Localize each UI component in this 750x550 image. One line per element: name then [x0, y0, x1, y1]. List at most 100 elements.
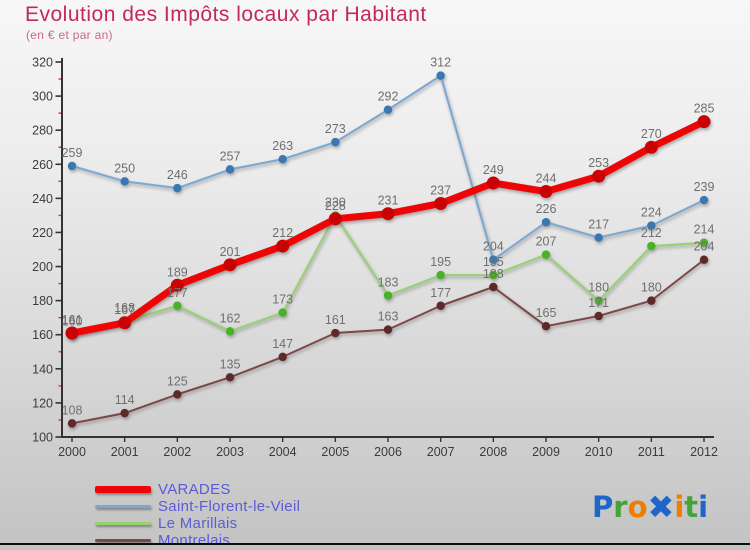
value-label: 180	[588, 281, 609, 295]
y-tick-label: 180	[32, 294, 53, 308]
series-saint-florent-le-vieil	[67, 71, 709, 264]
x-tick-label: 2009	[532, 445, 560, 459]
value-label: 165	[536, 306, 557, 320]
data-point	[120, 177, 129, 186]
axes: 100 120 140 160 180 200 220 240 260 280 300 320 2000…	[32, 56, 718, 460]
y-tick-label: 220	[32, 226, 53, 240]
data-point	[697, 115, 711, 129]
data-point	[383, 105, 393, 114]
page-title: Evolution des Impôts locaux par Habitant	[25, 3, 427, 26]
value-label: 257	[220, 149, 241, 163]
data-point	[173, 390, 182, 399]
value-label: 160	[62, 315, 83, 329]
y-tick-label: 300	[32, 90, 53, 104]
x-tick-label: 2004	[269, 445, 297, 459]
data-point	[328, 212, 342, 226]
legend-label: Montrelais	[158, 532, 231, 549]
value-label: 273	[325, 122, 346, 136]
data-point	[383, 325, 393, 334]
x-tick-label: 2000	[58, 445, 86, 459]
x-tick-label: 2012	[690, 445, 718, 459]
value-label: 177	[430, 286, 451, 300]
data-point	[699, 195, 709, 205]
data-point	[225, 327, 235, 336]
y-tick-label: 140	[32, 362, 53, 376]
data-point	[331, 328, 340, 338]
data-point	[278, 352, 287, 362]
value-label: 214	[694, 223, 715, 237]
data-point	[225, 373, 235, 382]
data-point	[699, 238, 709, 247]
legend-label: Saint-Florent-le-Vieil	[158, 498, 301, 515]
value-label: 204	[483, 240, 504, 254]
logo-letter: i	[674, 490, 685, 524]
x-tick-label: 2006	[374, 445, 402, 459]
value-label: 189	[167, 265, 188, 279]
data-point	[173, 183, 182, 193]
y-tick-label: 240	[32, 192, 53, 206]
data-point	[120, 408, 129, 418]
value-label: 244	[536, 172, 557, 186]
logo-letter: ✖	[647, 488, 675, 526]
value-label: 173	[272, 293, 293, 307]
y-tick-label: 120	[32, 396, 53, 410]
value-label: 177	[167, 286, 188, 300]
legend-swatch	[95, 522, 151, 525]
data-point	[225, 165, 235, 174]
value-labels: 161 167 189 201 212 228 231 237 249 244 253 270 285 2…	[62, 56, 715, 418]
value-label: 231	[378, 194, 399, 208]
data-point	[383, 291, 393, 300]
value-label: 167	[114, 303, 135, 317]
value-label: 201	[220, 245, 241, 259]
data-point	[594, 233, 603, 242]
logo-letter: o	[627, 490, 648, 524]
data-point	[118, 316, 132, 330]
series-montrelais	[67, 255, 709, 428]
value-label: 239	[694, 180, 715, 194]
legend-label: Le Marillais	[158, 515, 238, 532]
value-label: 312	[430, 56, 451, 70]
series-varades	[65, 115, 711, 340]
logo-letter: r	[613, 490, 628, 524]
page-subtitle: (en € et par an)	[26, 28, 113, 42]
value-label: 224	[641, 206, 662, 220]
x-tick-label: 2007	[427, 445, 455, 459]
data-point	[434, 196, 448, 210]
data-point	[278, 308, 287, 317]
value-label: 228	[325, 199, 346, 213]
value-label: 108	[62, 403, 83, 417]
legend-label: VARADES	[158, 481, 231, 498]
x-tick-label: 2005	[321, 445, 349, 459]
value-label: 183	[378, 276, 399, 290]
x-tick-label: 2011	[638, 445, 665, 459]
y-tick-label: 320	[32, 56, 53, 70]
value-label: 285	[694, 102, 715, 116]
data-point	[647, 296, 656, 305]
value-label: 195	[483, 255, 504, 269]
x-tick-label: 2003	[216, 445, 244, 459]
value-label: 195	[430, 255, 451, 269]
data-point	[594, 296, 603, 305]
data-point	[539, 185, 553, 199]
value-label: 259	[62, 146, 83, 160]
legend-swatch	[95, 539, 151, 542]
legend-item: VARADES	[95, 481, 300, 498]
value-label: 250	[114, 161, 135, 175]
value-label: 249	[483, 163, 504, 177]
value-label: 217	[588, 218, 609, 232]
logo-letter: t	[684, 490, 699, 524]
data-point	[644, 140, 658, 154]
value-label: 114	[115, 393, 135, 407]
value-label: 204	[694, 240, 715, 254]
legend-item: Montrelais	[95, 532, 300, 549]
value-label: 171	[588, 296, 609, 310]
data-point	[489, 270, 498, 280]
value-label: 237	[430, 183, 451, 197]
data-point	[592, 169, 606, 183]
data-point	[647, 241, 656, 251]
data-point	[278, 154, 287, 164]
value-label: 246	[167, 168, 188, 182]
data-point	[67, 161, 77, 171]
data-point	[486, 176, 500, 190]
